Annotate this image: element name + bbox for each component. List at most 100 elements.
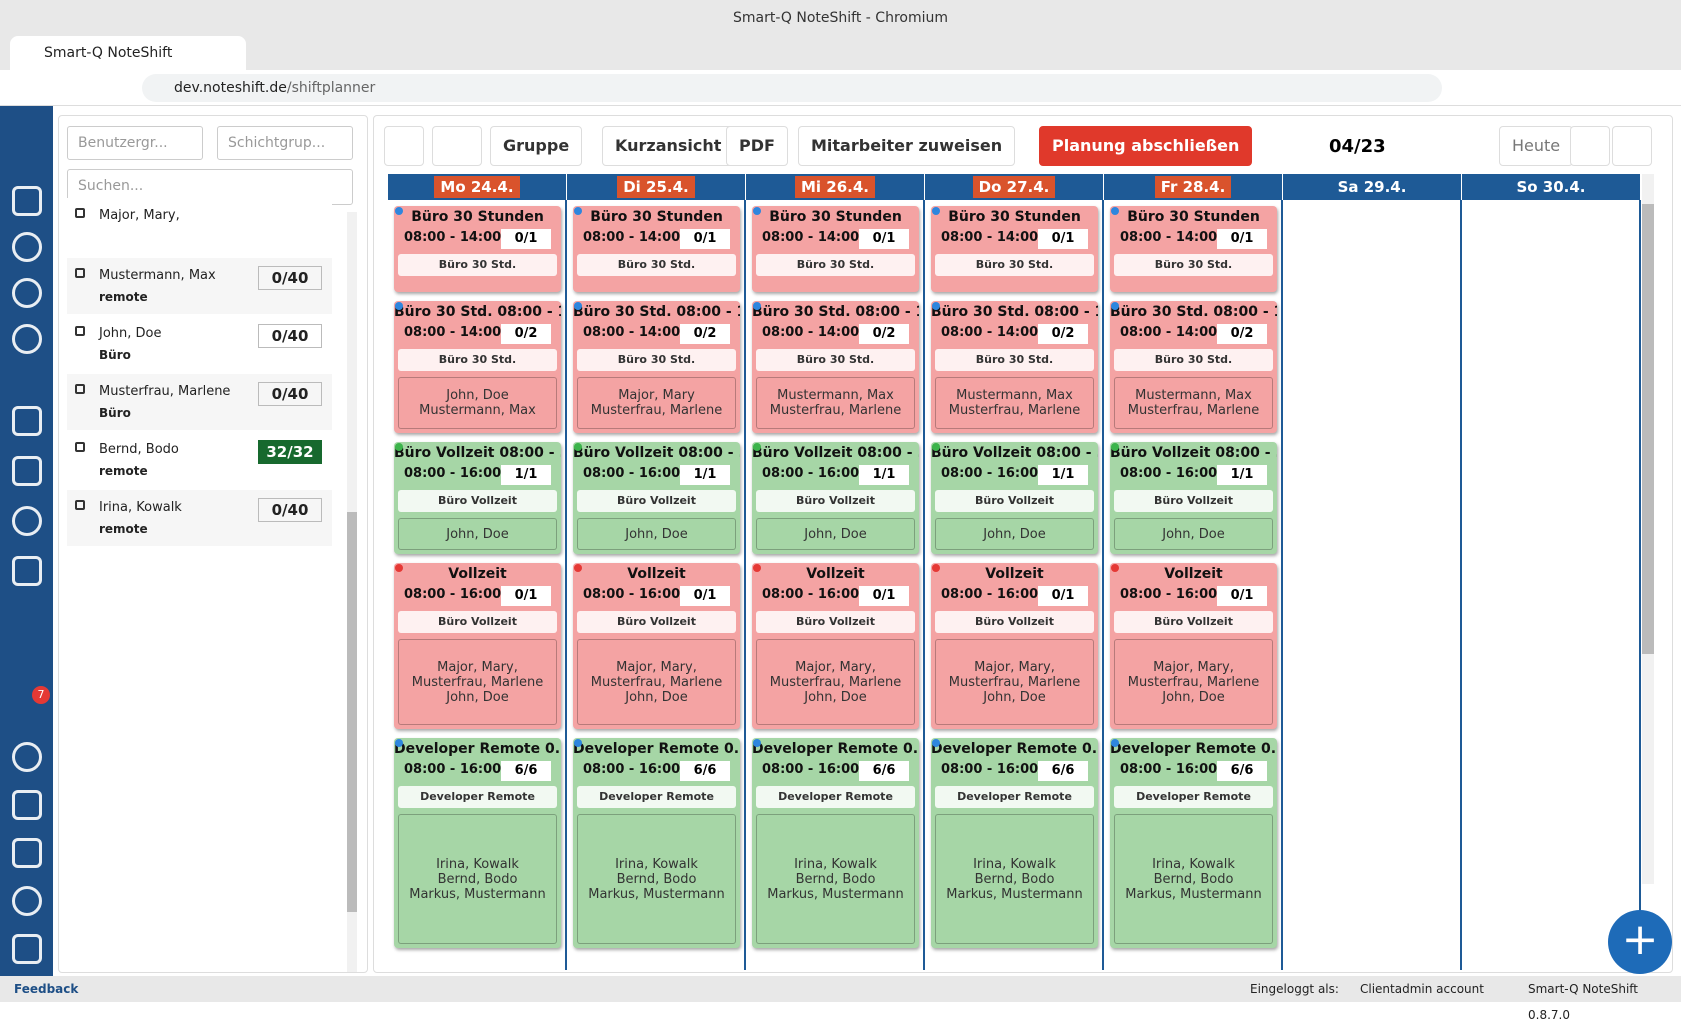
next-button[interactable] xyxy=(1612,126,1652,166)
employee-row[interactable]: Bernd, Bodo remote 32/32 xyxy=(67,432,332,488)
user-group-select[interactable]: Benutzergr... xyxy=(67,126,203,160)
prev-button[interactable] xyxy=(1570,126,1610,166)
feedback[interactable]: Feedback xyxy=(14,982,79,996)
shift-filter[interactable]: Büro Vollzeit xyxy=(935,611,1094,633)
nav-search[interactable] xyxy=(12,742,42,772)
staff-box: Mustermann, Max Musterfrau, Marlene xyxy=(935,377,1094,429)
staff-name: John, Doe xyxy=(804,689,867,705)
shift-card[interactable]: Büro 30 Stunden 08:00 - 14:00 0/1 Büro 30 S… xyxy=(752,206,919,292)
shift-card[interactable]: Büro 30 Std. 08:00 - 1... 08:00 - 14:000/… xyxy=(931,301,1098,433)
shift-card[interactable]: Vollzeit 08:00 - 16:00 0/1 Büro Vollzeit Maj… xyxy=(573,563,740,729)
toolbar-button[interactable]: Mitarbeiter zuweisen xyxy=(798,126,1016,166)
add-button[interactable]: + xyxy=(1608,910,1672,974)
filter-icon xyxy=(75,268,85,278)
employee-row[interactable]: Major, Mary, xyxy=(67,198,332,254)
shift-card[interactable]: Developer Remote 0... 08:00 - 16:00 6/6 Dev… xyxy=(931,738,1098,948)
employee-hours: 32/32 xyxy=(258,440,322,464)
shift-card[interactable]: Büro 30 Std. 08:00 - 1... 08:00 - 14:000/… xyxy=(752,301,919,433)
tab[interactable]: Smart-Q NoteShift xyxy=(10,36,246,70)
shift-card[interactable]: Vollzeit 08:00 - 16:00 0/1 Büro Vollzeit Maj… xyxy=(394,563,561,729)
nav-devices[interactable] xyxy=(12,838,42,868)
shift-card[interactable]: Vollzeit 08:00 - 16:00 0/1 Büro Vollzeit Maj… xyxy=(752,563,919,729)
day-header: Fr 28.4. xyxy=(1104,174,1282,200)
shift-card[interactable]: Developer Remote 0... 08:00 - 16:00 6/6 Dev… xyxy=(573,738,740,948)
shift-time: 08:00 - 14:00 xyxy=(941,325,1039,340)
nav-planner[interactable] xyxy=(12,186,42,216)
shift-card[interactable]: Developer Remote 0... 08:00 - 16:00 6/6 Dev… xyxy=(1110,738,1277,948)
shift-card[interactable]: Büro 30 Std. 08:00 - 1... 08:00 - 14:000/… xyxy=(573,301,740,433)
status-dot xyxy=(753,564,761,572)
nav-logout[interactable] xyxy=(12,934,42,964)
shift-filter[interactable]: Büro Vollzeit xyxy=(756,611,915,633)
shift-card[interactable]: Büro Vollzeit 08:00 - ... 08:00 - 16:00 1/… xyxy=(1110,442,1277,554)
shift-group-select[interactable]: Schichtgrup... xyxy=(217,126,353,160)
shift-filter[interactable]: Büro 30 Std. xyxy=(756,254,915,276)
employee-row[interactable]: Irina, Kowalk remote 0/40 xyxy=(67,490,332,546)
shift-filter[interactable]: Büro Vollzeit xyxy=(1114,490,1273,512)
shift-filter[interactable]: Büro 30 Std. xyxy=(398,254,557,276)
employee-row[interactable]: John, Doe Büro 0/40 xyxy=(67,316,332,372)
shift-card[interactable]: Büro 30 Stunden 08:00 - 14:00 0/1 Büro 30 S… xyxy=(573,206,740,292)
shift-filter[interactable]: Büro 30 Std. xyxy=(1114,349,1273,371)
clear-filter-button[interactable] xyxy=(432,126,482,166)
staff-name: Musterfrau, Marlene xyxy=(590,674,723,690)
shift-card[interactable]: Büro 30 Stunden 08:00 - 14:00 0/1 Büro 30 S… xyxy=(394,206,561,292)
shift-card[interactable]: Büro Vollzeit 08:00 - ... 08:00 - 16:00 1/… xyxy=(752,442,919,554)
shift-filter[interactable]: Developer Remote xyxy=(1114,786,1273,808)
shift-filter[interactable]: Büro 30 Std. xyxy=(1114,254,1273,276)
shift-filter[interactable]: Büro Vollzeit xyxy=(398,611,557,633)
shift-filter[interactable]: Büro Vollzeit xyxy=(577,490,736,512)
shift-card[interactable]: Büro 30 Std. 08:00 - 1... 08:00 - 14:000/… xyxy=(394,301,561,433)
sort-button[interactable] xyxy=(384,126,424,166)
shift-filter[interactable]: Büro 30 Std. xyxy=(577,254,736,276)
shift-filter[interactable]: Büro 30 Std. xyxy=(577,349,736,371)
scroll-thumb[interactable] xyxy=(347,512,357,912)
shift-filter[interactable]: Developer Remote xyxy=(756,786,915,808)
shift-card[interactable]: Büro 30 Std. 08:00 - 1... 08:00 - 14:000/… xyxy=(1110,301,1277,433)
url[interactable]: dev.noteshift.de/shiftplanner xyxy=(142,74,1442,102)
shift-card[interactable]: Büro 30 Stunden 08:00 - 14:00 0/1 Büro 30 S… xyxy=(1110,206,1277,292)
shift-filter[interactable]: Developer Remote xyxy=(935,786,1094,808)
nav-filters[interactable] xyxy=(12,790,42,820)
status-dot xyxy=(753,302,761,310)
shift-card[interactable]: Büro Vollzeit 08:00 - ... 08:00 - 16:00 1/… xyxy=(394,442,561,554)
today-button[interactable]: Heute xyxy=(1499,126,1574,166)
shift-filter[interactable]: Developer Remote xyxy=(577,786,736,808)
shift-filter[interactable]: Büro Vollzeit xyxy=(935,490,1094,512)
shift-card[interactable]: Vollzeit 08:00 - 16:00 0/1 Büro Vollzeit Maj… xyxy=(1110,563,1277,729)
shift-time: 08:00 - 16:00 xyxy=(762,466,860,481)
shift-card[interactable]: Developer Remote 0... 08:00 - 16:00 6/6 Dev… xyxy=(394,738,561,948)
shift-filter[interactable]: Büro Vollzeit xyxy=(1114,611,1273,633)
toolbar-button[interactable]: Kurzansicht xyxy=(602,126,735,166)
scroll-thumb[interactable] xyxy=(1642,204,1654,654)
finish-planning-button[interactable]: Planung abschließen xyxy=(1039,126,1253,166)
toolbar-button[interactable]: Gruppe xyxy=(490,126,583,166)
nav-info[interactable] xyxy=(12,324,42,354)
nav-calendar[interactable] xyxy=(12,406,42,436)
shift-card[interactable]: Büro 30 Stunden 08:00 - 14:00 0/1 Büro 30 S… xyxy=(931,206,1098,292)
shift-filter[interactable]: Büro 30 Std. xyxy=(398,349,557,371)
nav-mail[interactable] xyxy=(12,556,42,586)
toolbar-button[interactable]: PDF xyxy=(726,126,788,166)
shift-filter[interactable]: Büro 30 Std. xyxy=(935,254,1094,276)
shift-time: 08:00 - 16:00 xyxy=(941,466,1039,481)
shift-card[interactable]: Developer Remote 0... 08:00 - 16:00 6/6 Dev… xyxy=(752,738,919,948)
shift-title: Büro 30 Std. 08:00 - 1... xyxy=(931,304,1098,320)
nav-time[interactable] xyxy=(12,506,42,536)
employee-row[interactable]: Musterfrau, Marlene Büro 0/40 xyxy=(67,374,332,430)
shift-filter[interactable]: Büro Vollzeit xyxy=(398,490,557,512)
shift-filter[interactable]: Büro Vollzeit xyxy=(756,490,915,512)
shift-card[interactable]: Vollzeit 08:00 - 16:00 0/1 Büro Vollzeit Maj… xyxy=(931,563,1098,729)
shift-card[interactable]: Büro Vollzeit 08:00 - ... 08:00 - 16:00 1/… xyxy=(931,442,1098,554)
shift-filter[interactable]: Büro 30 Std. xyxy=(935,349,1094,371)
shift-filter[interactable]: Büro 30 Std. xyxy=(756,349,915,371)
employee-row[interactable]: Mustermann, Max remote 0/40 xyxy=(67,258,332,314)
shift-title: Büro Vollzeit 08:00 - ... xyxy=(1110,445,1277,461)
shift-card[interactable]: Büro Vollzeit 08:00 - ... 08:00 - 16:00 1/… xyxy=(573,442,740,554)
shift-filter[interactable]: Developer Remote xyxy=(398,786,557,808)
nav-language[interactable] xyxy=(12,886,42,916)
nav-vacation[interactable] xyxy=(12,456,42,486)
nav-settings[interactable] xyxy=(12,278,42,308)
nav-users[interactable] xyxy=(12,232,42,262)
shift-filter[interactable]: Büro Vollzeit xyxy=(577,611,736,633)
